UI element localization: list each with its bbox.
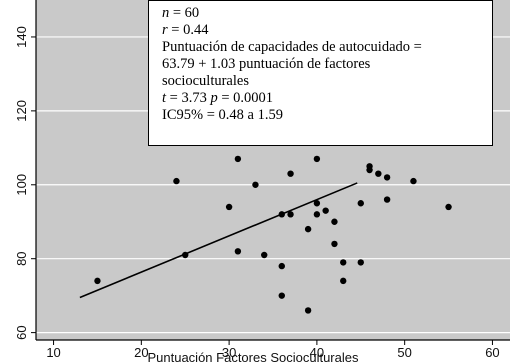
x-axis-title: Puntuación Factores Socioculturales	[147, 350, 359, 364]
equation-line-3: socioculturales	[162, 73, 249, 89]
data-point-12	[287, 211, 294, 218]
data-point-3	[225, 203, 233, 211]
r-label: r	[162, 22, 168, 38]
data-point-20	[331, 240, 338, 248]
r-line: r = 0.44	[162, 22, 492, 39]
x-tick-label-10: 10	[46, 345, 60, 360]
y-tick-label-80: 80	[14, 251, 29, 265]
axes: 10 20 30 40 50 60 60 80 100 120 140	[14, 0, 510, 360]
data-point-30	[410, 177, 417, 185]
p-label: p	[210, 90, 218, 106]
statistics-box: n = 60 r = 0.44 Puntuación de capacidade…	[148, 0, 493, 146]
t-label: t	[162, 90, 167, 106]
data-point-23	[357, 200, 364, 207]
data-point-29	[383, 196, 391, 203]
n-value: = 60	[169, 5, 200, 21]
n-label: n	[162, 5, 170, 21]
data-point-18	[322, 207, 329, 214]
data-point-9	[278, 262, 285, 270]
r-value: = 0.44	[167, 22, 209, 38]
equation-line-1: Puntuación de capacidades de autocuidado…	[162, 39, 422, 55]
ci-line: IC95% = 0.48 a 1.59	[162, 107, 283, 123]
data-point-11	[287, 170, 294, 177]
data-point-26	[366, 166, 373, 174]
x-tick-label-50: 50	[397, 345, 411, 360]
data-points	[94, 155, 452, 314]
y-tick-label-120: 120	[14, 100, 29, 122]
p-value: = 0.0001	[217, 90, 274, 106]
data-point-17	[313, 211, 321, 218]
t-value: = 3.73	[166, 90, 211, 106]
data-point-6	[252, 181, 259, 188]
data-point-31	[445, 203, 452, 211]
data-point-4	[234, 155, 242, 163]
regression-line	[79, 182, 358, 299]
regression-line-group	[79, 182, 358, 299]
data-point-24	[357, 259, 364, 266]
data-point-0	[94, 277, 101, 285]
data-point-14	[304, 307, 312, 314]
data-point-5	[234, 248, 242, 255]
x-tick-label-30: 30	[222, 345, 236, 360]
data-point-27	[375, 170, 382, 177]
x-tick-label-20: 20	[134, 345, 148, 360]
x-tick-label-40: 40	[310, 345, 324, 360]
t-p-line: t = 3.73 p = 0.0001	[162, 90, 492, 107]
data-point-13	[304, 225, 312, 233]
data-point-15	[313, 155, 321, 163]
y-tick-label-100: 100	[14, 174, 29, 196]
equation-line-2: 63.79 + 1.03 puntuación de factores	[162, 56, 371, 72]
n-line: n = 60	[162, 5, 492, 22]
y-tick-label-60: 60	[14, 325, 29, 339]
y-tick-label-140: 140	[14, 26, 29, 48]
data-point-21	[340, 259, 347, 266]
x-tick-label-60: 60	[485, 345, 499, 360]
data-point-22	[340, 277, 347, 285]
data-point-7	[261, 251, 268, 259]
data-point-16	[313, 200, 321, 207]
data-point-10	[278, 292, 285, 299]
data-point-19	[331, 218, 338, 225]
data-point-1	[173, 177, 180, 185]
data-point-28	[383, 174, 391, 181]
